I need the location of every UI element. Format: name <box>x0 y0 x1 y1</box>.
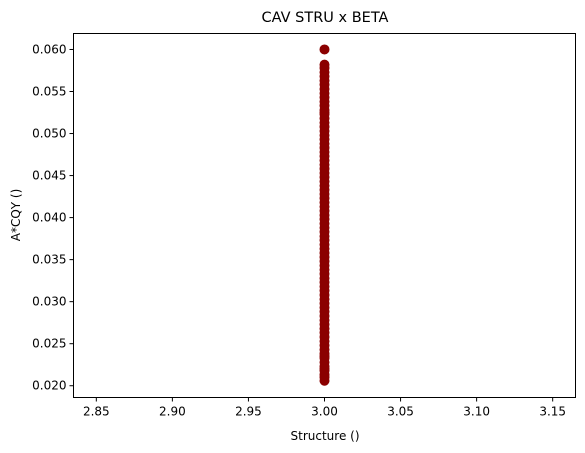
x-tick-label: 3.10 <box>463 405 490 419</box>
y-axis-label: A*CQY () <box>9 189 23 242</box>
x-tick-label: 2.90 <box>159 405 186 419</box>
x-tick-label: 2.95 <box>235 405 262 419</box>
x-tick-label: 3.00 <box>311 405 338 419</box>
y-tick-label: 0.040 <box>32 211 66 225</box>
y-tick-label: 0.035 <box>32 253 66 267</box>
x-tick-label: 3.15 <box>539 405 566 419</box>
y-tick-label: 0.060 <box>32 42 66 56</box>
data-point <box>319 372 330 383</box>
y-tick-label: 0.030 <box>32 295 66 309</box>
points-layer <box>319 44 330 386</box>
x-axis-label: Structure () <box>291 429 360 443</box>
y-tick-label: 0.055 <box>32 85 66 99</box>
data-point <box>319 59 330 70</box>
y-tick-label: 0.020 <box>32 379 66 393</box>
data-point <box>319 44 330 55</box>
data-point <box>319 363 330 374</box>
x-tick-label: 2.85 <box>83 405 110 419</box>
y-axis: 0.020 0.025 0.030 0.035 0.040 0.045 0.050 0.055… <box>32 42 74 393</box>
data-point <box>319 107 330 118</box>
y-tick-label: 0.025 <box>32 337 66 351</box>
chart-title: CAV STRU x BETA <box>262 10 389 26</box>
data-point <box>319 351 330 362</box>
y-tick-label: 0.045 <box>32 169 66 183</box>
x-axis: 2.85 2.90 2.95 3.00 3.05 3.10 3.15 <box>83 397 566 419</box>
y-tick-label: 0.050 <box>32 127 66 141</box>
x-tick-label: 3.05 <box>387 405 414 419</box>
